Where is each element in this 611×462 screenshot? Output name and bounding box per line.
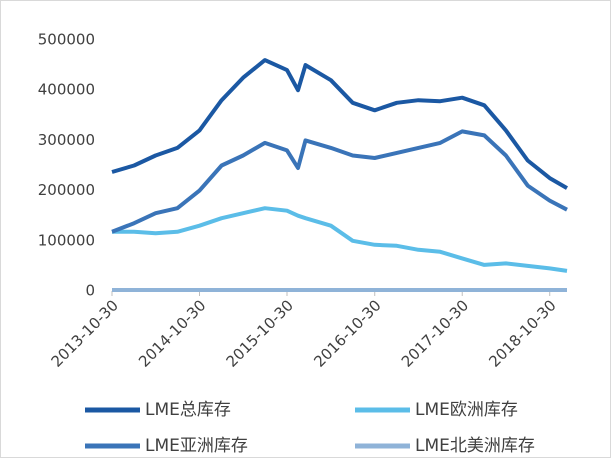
y-tick-label: 300000 xyxy=(38,131,95,149)
series-line xyxy=(111,129,568,234)
y-tick-label: 100000 xyxy=(38,231,95,249)
y-tick-label: 200000 xyxy=(38,181,95,199)
legend-label: LME亚洲库存 xyxy=(145,436,248,456)
legend-label: LME总库存 xyxy=(145,400,231,420)
y-tick-label: 500000 xyxy=(38,31,95,49)
y-tick-label: 0 xyxy=(85,282,95,300)
y-tick-label: 400000 xyxy=(38,81,95,99)
series-line xyxy=(111,58,569,190)
legend-label: LME北美洲库存 xyxy=(415,436,535,456)
legend-label: LME欧洲库存 xyxy=(415,400,518,420)
series-line xyxy=(112,206,568,273)
